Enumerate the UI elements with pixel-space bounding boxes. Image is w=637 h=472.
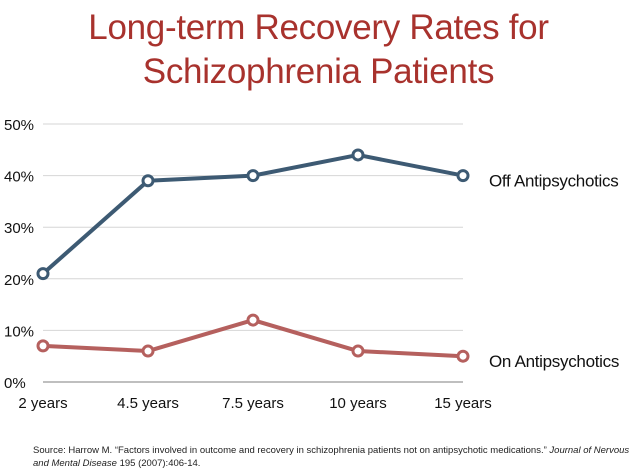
source-journal: Journal of Nervous and Mental Disease	[33, 445, 630, 469]
x-tick-label: 7.5 years	[222, 395, 284, 412]
x-tick-label: 2 years	[18, 395, 67, 412]
x-axis-tick-labels: 2 years 4.5 years 7.5 years 10 years 15 year…	[18, 395, 491, 412]
y-tick-label: 0%	[4, 375, 26, 392]
data-point	[246, 169, 260, 183]
y-tick-label: 10%	[4, 323, 34, 340]
source-citation: Source: Harrow M. “Factors involved in o…	[33, 444, 633, 470]
y-tick-label: 40%	[4, 169, 34, 186]
source-suffix: 195 (2007):406-14.	[116, 458, 201, 469]
data-point	[36, 267, 50, 281]
chart-title-line-1: Long-term Recovery Rates for	[88, 8, 549, 47]
data-point	[351, 344, 365, 358]
data-point	[141, 174, 155, 188]
y-tick-label: 50%	[4, 117, 34, 134]
y-tick-label: 30%	[4, 220, 34, 237]
x-tick-label: 10 years	[329, 395, 387, 412]
data-point	[456, 349, 470, 363]
series-label: On Antipsychotics	[489, 352, 619, 371]
data-point	[351, 148, 365, 162]
chart-title: Long-term Recovery Rates for Schizophren…	[0, 6, 637, 94]
x-tick-label: 4.5 years	[117, 395, 179, 412]
y-axis-tick-labels: 0% 10% 20% 30% 40% 50%	[4, 117, 34, 392]
grid-lines	[43, 123, 463, 383]
series-label: Off Antipsychotics	[489, 172, 618, 191]
series-group: Off Antipsychotics On Antipsychotics	[36, 148, 619, 371]
y-tick-label: 20%	[4, 272, 34, 289]
source-prefix: Source: Harrow M. “Factors involved in o…	[33, 445, 550, 456]
data-point	[141, 344, 155, 358]
data-point	[246, 313, 260, 327]
x-tick-label: 15 years	[434, 395, 492, 412]
data-point	[36, 339, 50, 353]
line-chart: 0% 10% 20% 30% 40% 50% 2 years 4.5 years 7.5 ye…	[4, 117, 619, 412]
data-point	[456, 169, 470, 183]
chart-title-line-2: Schizophrenia Patients	[142, 52, 495, 91]
